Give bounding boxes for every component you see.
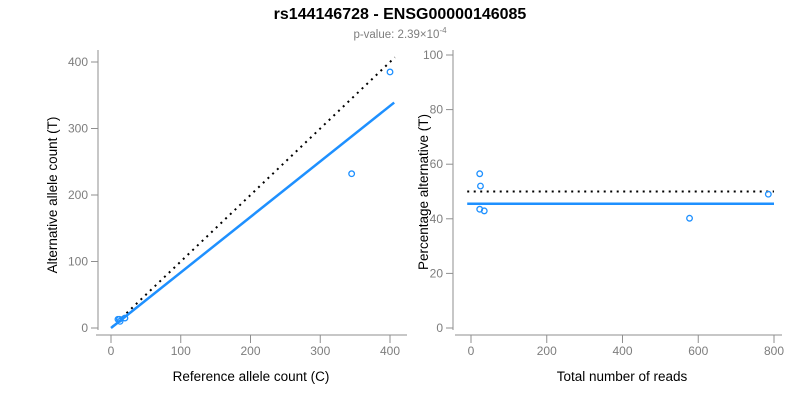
pvalue-prefix: p-value: — [353, 28, 398, 41]
right-x-tick-label: 600 — [688, 344, 708, 358]
right-x-tick-label: 200 — [537, 344, 557, 358]
left-data-point — [348, 170, 356, 178]
left-y-tick-label: 200 — [68, 188, 88, 202]
right-y-tick-label: 40 — [430, 212, 444, 226]
right-data-point — [477, 182, 484, 190]
chart-title: rs144146728 - ENSG00000146085 — [273, 6, 527, 23]
right-data-point — [480, 207, 488, 215]
pvalue-exponent: -4 — [439, 26, 447, 35]
left-x-axis-title: Reference allele count (C) — [173, 369, 330, 384]
left-x-tick-label: 0 — [108, 344, 115, 358]
left-y-tick-label: 100 — [68, 255, 88, 269]
left-data-point — [116, 317, 124, 325]
identity-line — [111, 56, 396, 328]
right-y-tick-label: 20 — [430, 266, 444, 280]
left-y-tick-label: 400 — [68, 55, 88, 69]
left-x-tick-label: 400 — [380, 344, 400, 358]
right-y-tick-label: 0 — [436, 321, 443, 335]
pvalue-subtitle: p-value: 2.39×10-4 — [0, 26, 800, 41]
right-y-tick-label: 80 — [430, 103, 444, 117]
left-data-point — [386, 68, 394, 76]
fit-line — [110, 101, 395, 329]
right-y-axis-title: Percentage alternative (T) — [416, 114, 431, 270]
left-y-tick-label: 300 — [68, 122, 88, 136]
right-data-point — [764, 190, 772, 198]
right-x-tick-label: 400 — [612, 344, 632, 358]
left-data-point — [121, 314, 129, 322]
right-x-axis-title: Total number of reads — [557, 369, 688, 384]
right-y-tick-label: 60 — [430, 157, 444, 171]
pvalue-mantissa: 2.39×10 — [397, 28, 440, 41]
right-y-tick-label: 100 — [423, 48, 443, 62]
right-x-tick-label: 0 — [468, 344, 475, 358]
left-y-axis-title: Alternative allele count (T) — [45, 117, 60, 274]
left-y-tick-label: 0 — [81, 321, 88, 335]
left-x-tick-label: 300 — [310, 344, 330, 358]
right-data-point — [686, 214, 693, 222]
left-x-tick-label: 100 — [171, 344, 191, 358]
left-x-tick-label: 200 — [240, 344, 260, 358]
right-x-tick-label: 800 — [764, 344, 784, 358]
right-data-point — [476, 170, 484, 178]
